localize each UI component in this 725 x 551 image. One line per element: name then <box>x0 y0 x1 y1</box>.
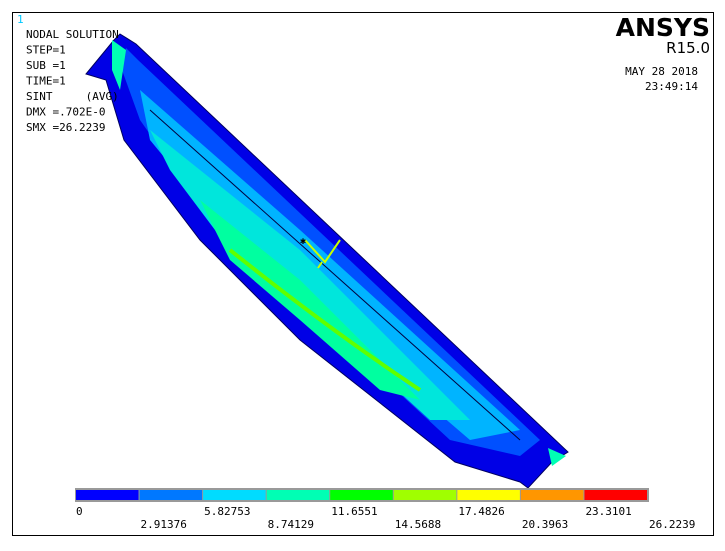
info-line: TIME=1 <box>26 75 66 88</box>
legend-swatch <box>457 490 520 500</box>
legend-swatch <box>266 490 330 500</box>
legend-label: 5.82753 <box>204 505 250 518</box>
info-line: DMX =.702E-0 <box>26 106 105 119</box>
info-line: SMX =26.2239 <box>26 121 105 134</box>
date: MAY 28 2018 <box>625 65 698 78</box>
legend-swatch <box>139 490 203 500</box>
legend-swatch <box>584 490 647 500</box>
legend-label: 11.6551 <box>331 505 377 518</box>
info-line: NODAL SOLUTION <box>26 28 119 41</box>
frame <box>12 12 714 536</box>
time: 23:49:14 <box>645 80 698 93</box>
info-line: STEP=1 <box>26 44 66 57</box>
info-line: SUB =1 <box>26 59 66 72</box>
legend: 0 2.91376 5.82753 8.74129 11.6551 14.5688 17.4… <box>75 488 695 531</box>
info-line: SINT (AVG) <box>26 90 119 103</box>
legend-label: 17.4826 <box>458 505 504 518</box>
model: ✱ <box>85 33 569 489</box>
window-number: 1 <box>17 13 24 26</box>
legend-swatch <box>520 490 584 500</box>
release: R15.0 <box>666 39 710 57</box>
legend-swatch <box>393 490 457 500</box>
legend-label: 26.2239 <box>649 518 695 531</box>
legend-label: 0 <box>76 505 83 518</box>
svg-text:✱: ✱ <box>300 236 306 247</box>
legend-label: 2.91376 <box>141 518 187 531</box>
legend-label: 8.74129 <box>268 518 314 531</box>
legend-swatch <box>76 490 139 500</box>
brand-name: ANSYS <box>616 13 710 42</box>
info-block: NODAL SOLUTION STEP=1 SUB =1 TIME=1 SINT (AV… <box>26 28 119 134</box>
legend-label: 14.5688 <box>395 518 441 531</box>
legend-label: 23.3101 <box>585 505 631 518</box>
legend-swatch <box>330 490 393 500</box>
legend-label: 20.3963 <box>522 518 568 531</box>
legend-swatch <box>203 490 266 500</box>
